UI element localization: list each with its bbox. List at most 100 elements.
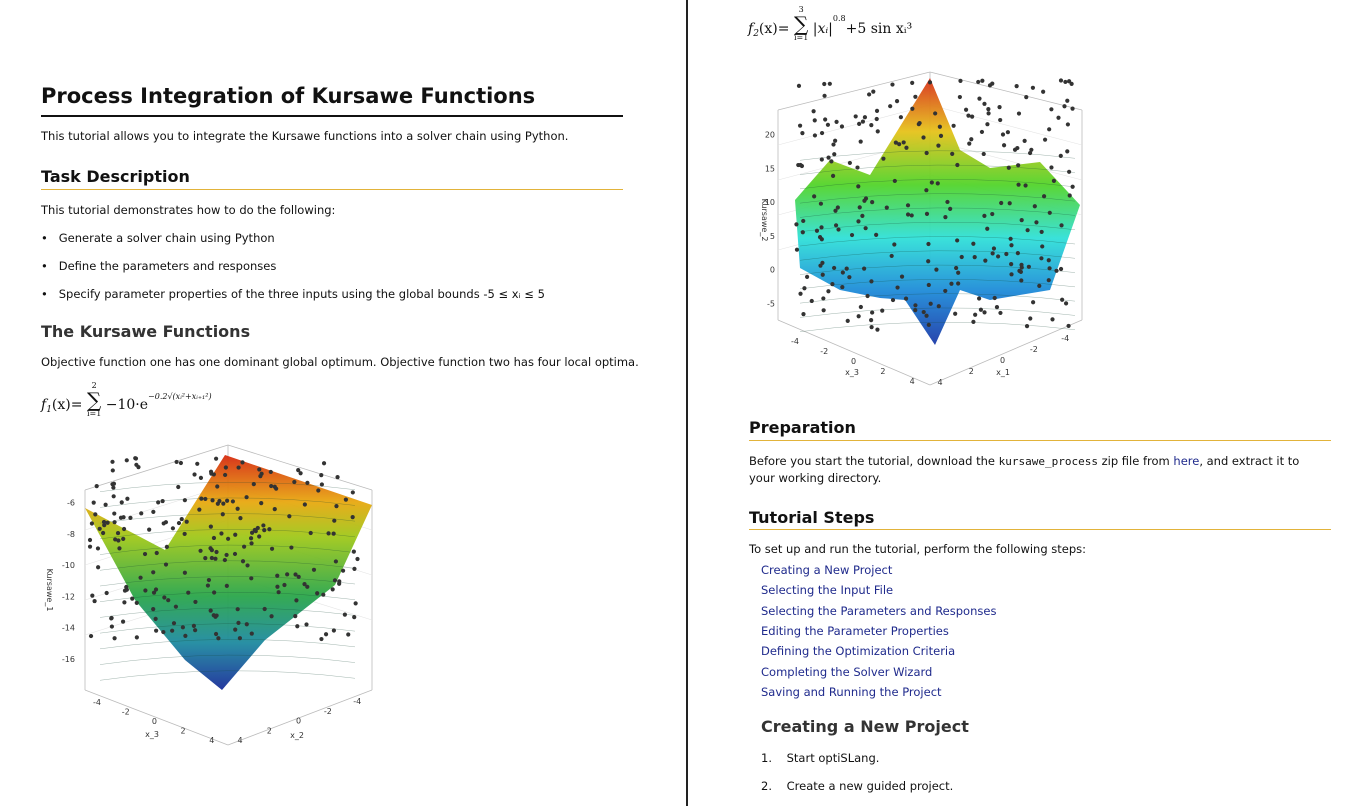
formula-arg: (x)= xyxy=(758,20,790,37)
sample-point xyxy=(856,184,861,189)
sample-point xyxy=(794,222,799,227)
sample-point xyxy=(1016,111,1022,116)
sample-point xyxy=(208,608,213,613)
sample-point xyxy=(223,472,228,478)
sample-point xyxy=(937,124,942,129)
step-link[interactable]: Selecting the Parameters and Responses xyxy=(761,603,997,618)
sample-point xyxy=(800,230,805,235)
sample-point xyxy=(124,584,129,590)
sample-point xyxy=(847,160,852,166)
sample-point xyxy=(215,501,220,506)
sample-point xyxy=(821,308,826,313)
sample-point xyxy=(796,83,802,88)
sample-point xyxy=(109,616,114,621)
step-number: 1. xyxy=(761,751,772,765)
sample-point xyxy=(1009,262,1014,267)
sample-point xyxy=(262,528,267,533)
sample-point xyxy=(214,549,219,555)
sample-point xyxy=(1018,269,1023,274)
step-link[interactable]: Editing the Parameter Properties xyxy=(761,623,949,638)
sample-point xyxy=(232,551,238,557)
heading: Tutorial Steps xyxy=(749,508,875,527)
sample-point xyxy=(875,129,880,134)
sample-point xyxy=(978,307,984,312)
sample-point xyxy=(88,633,94,639)
step-link[interactable]: Completing the Solver Wizard xyxy=(761,664,933,679)
sample-point xyxy=(998,310,1003,316)
sample-point xyxy=(892,242,897,247)
sample-point xyxy=(355,556,360,562)
contour xyxy=(799,221,1076,232)
sample-point xyxy=(924,313,929,318)
sample-point xyxy=(289,545,294,550)
sample-point xyxy=(249,530,255,535)
sample-point xyxy=(1050,317,1055,322)
step-link[interactable]: Defining the Optimization Criteria xyxy=(761,644,956,659)
z-tick-label: -2 xyxy=(324,707,332,716)
sum-sign: ∑ xyxy=(86,388,102,412)
z-axis-label: x_1 xyxy=(996,368,1010,377)
sample-point xyxy=(874,232,879,237)
sample-point xyxy=(333,559,338,564)
sample-point xyxy=(869,325,874,330)
sample-point xyxy=(112,636,117,641)
step-link[interactable]: Saving and Running the Project xyxy=(761,684,942,699)
sample-point xyxy=(830,282,835,287)
sample-point xyxy=(274,486,279,491)
sample-point xyxy=(948,206,953,211)
sample-point xyxy=(863,226,868,231)
sample-point xyxy=(275,573,280,578)
sample-point xyxy=(346,632,351,637)
sample-point xyxy=(203,556,208,561)
step-link[interactable]: Creating a New Project xyxy=(761,563,893,577)
sample-point xyxy=(213,631,219,637)
sample-point xyxy=(804,274,810,279)
z-tick-label: -4 xyxy=(1061,334,1069,343)
sample-point xyxy=(801,312,806,317)
surface xyxy=(795,78,1080,345)
sample-point xyxy=(1014,84,1019,89)
z-tick-label: 4 xyxy=(937,378,942,387)
sample-point xyxy=(814,228,820,233)
plot-3d: -6 -8 -10 -12 -14 -16 Kursawe_1 -4 -2 0 2 4 x_3 4 2 0 -2… xyxy=(45,444,373,746)
link[interactable]: here xyxy=(1173,454,1200,468)
sample-point xyxy=(967,141,972,146)
sample-point xyxy=(138,575,143,580)
sample-point xyxy=(1005,130,1010,135)
contour xyxy=(99,544,356,555)
sample-point xyxy=(308,530,313,536)
x-tick-label: 4 xyxy=(910,377,915,386)
sample-point xyxy=(211,535,217,541)
sample-point xyxy=(812,194,817,199)
sample-point xyxy=(990,251,995,256)
y-tick-label: 10 xyxy=(765,198,775,207)
sample-point xyxy=(871,89,876,94)
sample-point xyxy=(822,81,827,87)
contour xyxy=(799,250,1076,261)
sample-point xyxy=(833,223,839,228)
sample-point xyxy=(252,527,257,533)
formula: f2(x)= 3 ∑ i=1 |xᵢ|0.8+5 sin xᵢ³ xyxy=(748,6,912,50)
sample-point xyxy=(950,151,955,156)
sample-point xyxy=(153,616,158,622)
box-edge xyxy=(777,71,931,111)
y-tick-label: 20 xyxy=(765,131,775,140)
sample-point xyxy=(945,199,950,205)
sample-point xyxy=(96,565,101,570)
sample-point xyxy=(809,298,814,304)
sample-point xyxy=(112,520,117,525)
sample-point xyxy=(257,467,262,472)
sample-point xyxy=(938,133,944,138)
sample-point xyxy=(326,531,331,536)
z-tick-label: -2 xyxy=(1030,345,1038,354)
step-link[interactable]: Selecting the Input File xyxy=(761,583,894,598)
contour xyxy=(799,293,1076,304)
sample-point xyxy=(812,118,817,123)
sample-point xyxy=(319,482,324,487)
sample-point xyxy=(858,304,863,310)
sample-point xyxy=(219,531,224,536)
sample-point xyxy=(869,318,874,323)
sample-point xyxy=(1037,283,1042,288)
box-grid xyxy=(929,104,1083,146)
sample-point xyxy=(113,537,118,542)
